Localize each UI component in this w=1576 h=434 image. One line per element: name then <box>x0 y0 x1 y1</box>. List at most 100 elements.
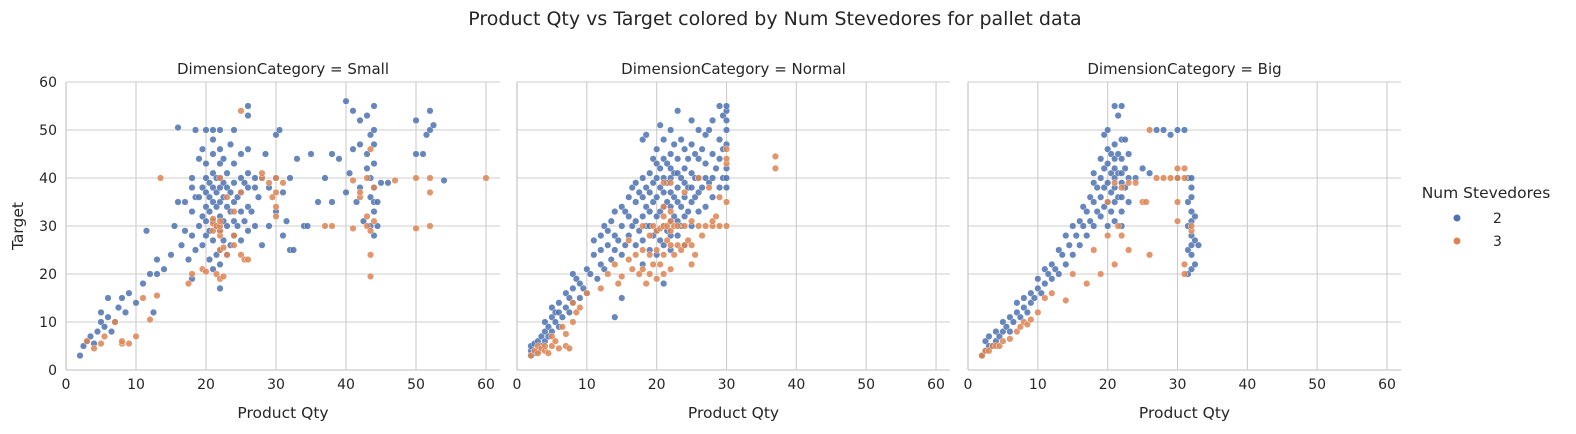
data-point <box>1107 169 1115 177</box>
data-point <box>1146 126 1154 134</box>
data-point <box>153 270 161 278</box>
data-point <box>548 342 556 350</box>
data-point <box>349 107 357 115</box>
data-point <box>426 107 434 115</box>
data-point <box>272 188 280 196</box>
data-point <box>482 174 490 182</box>
data-point <box>1191 212 1199 220</box>
data-point <box>544 323 552 331</box>
data-point <box>195 222 203 230</box>
data-point <box>635 227 643 235</box>
data-point <box>695 155 703 163</box>
data-point <box>674 222 682 230</box>
data-point <box>188 208 196 216</box>
data-point <box>646 169 654 177</box>
data-point <box>597 260 605 268</box>
data-point <box>349 224 357 232</box>
data-point <box>212 203 220 211</box>
data-point <box>646 270 654 278</box>
data-point <box>1111 179 1119 187</box>
data-point <box>562 330 570 338</box>
data-point <box>1104 145 1112 153</box>
data-point <box>688 241 696 249</box>
data-point <box>667 126 675 134</box>
data-point <box>216 174 224 182</box>
data-point <box>534 349 542 357</box>
data-point <box>1027 289 1035 297</box>
data-point <box>723 184 731 192</box>
data-point <box>209 136 217 144</box>
data-point <box>691 251 699 259</box>
data-point <box>188 232 196 240</box>
data-point <box>1069 270 1077 278</box>
data-point <box>328 198 336 206</box>
facet-panel: 0 10 20 30 40 50 60 DimensionCategory = Big Prod… <box>964 60 1401 422</box>
data-point <box>551 318 559 326</box>
legend-title: Num Stevedores <box>1422 184 1551 202</box>
data-point <box>569 284 577 292</box>
data-point <box>590 236 598 244</box>
data-point <box>356 116 364 124</box>
data-point <box>999 337 1007 345</box>
data-point <box>597 232 605 240</box>
data-point <box>188 270 196 278</box>
data-point <box>1167 174 1175 182</box>
data-point <box>1125 150 1133 158</box>
data-point <box>1051 265 1059 273</box>
data-point <box>244 112 252 120</box>
x-tick-label: 10 <box>578 377 596 393</box>
data-point <box>1069 222 1077 230</box>
data-point <box>1187 222 1195 230</box>
data-point <box>146 316 154 324</box>
data-point <box>226 140 234 148</box>
data-point <box>209 236 217 244</box>
data-point <box>771 152 779 160</box>
data-point <box>1020 294 1028 302</box>
data-point <box>639 193 647 201</box>
data-point <box>702 131 710 139</box>
data-point <box>695 208 703 216</box>
data-point <box>370 160 378 168</box>
x-tick-label: 30 <box>1169 377 1187 393</box>
data-point <box>181 227 189 235</box>
data-point <box>272 212 280 220</box>
data-point <box>233 222 241 230</box>
data-point <box>1180 126 1188 134</box>
data-point <box>1065 241 1073 249</box>
y-tick-label: 60 <box>39 75 57 91</box>
data-point <box>279 188 287 196</box>
data-point <box>1114 112 1122 120</box>
data-point <box>1097 193 1105 201</box>
data-point <box>104 294 112 302</box>
data-point <box>649 179 657 187</box>
data-point <box>999 318 1007 326</box>
data-point <box>660 179 668 187</box>
data-point <box>628 265 636 273</box>
data-point <box>216 198 224 206</box>
data-point <box>1111 102 1119 110</box>
data-point <box>1097 155 1105 163</box>
data-point <box>86 332 94 340</box>
data-point <box>565 308 573 316</box>
data-point <box>191 126 199 134</box>
data-point <box>205 193 213 201</box>
data-point <box>660 241 668 249</box>
data-point <box>688 260 696 268</box>
data-point <box>723 174 731 182</box>
data-point <box>621 208 629 216</box>
data-point <box>569 270 577 278</box>
data-point <box>639 222 647 230</box>
data-point <box>216 260 224 268</box>
data-point <box>1037 289 1045 297</box>
data-point <box>1184 198 1192 206</box>
data-point <box>1002 323 1010 331</box>
x-tick-label: 0 <box>62 377 71 393</box>
data-point <box>618 272 626 280</box>
x-tick-label: 30 <box>718 377 736 393</box>
data-point <box>653 275 661 283</box>
data-point <box>723 222 731 230</box>
series-3 <box>978 126 1195 360</box>
data-point <box>1118 184 1126 192</box>
data-point <box>583 289 591 297</box>
x-tick-label: 40 <box>1238 377 1256 393</box>
